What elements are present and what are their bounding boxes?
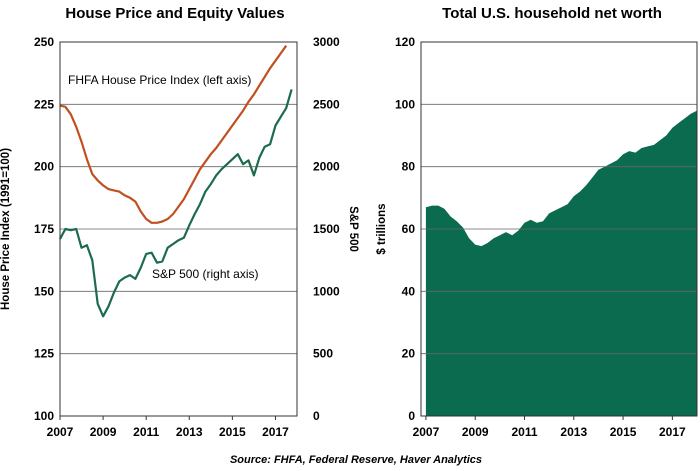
x-tick-label: 2007	[47, 425, 74, 439]
left-tick-label: 225	[34, 97, 54, 111]
right-tick-label: 0	[313, 409, 320, 423]
x-tick-label: 2017	[262, 425, 289, 439]
right-tick-label: 2000	[313, 160, 340, 174]
y-tick-label: 60	[402, 222, 416, 236]
house-equity-right-ticks: 0 500 1000 1500 2000 2500 3000	[313, 35, 340, 423]
house-price-axis-label: House Price Index (1991=100)	[0, 148, 12, 310]
house-equity-chart: House Price and Equity Values 1001251501…	[0, 5, 359, 439]
x-tick-label: 2017	[659, 425, 686, 439]
net-worth-axis-label: $ trillions	[376, 203, 388, 254]
x-tick-label: 2015	[610, 425, 637, 439]
house-price-series-label: FHFA House Price Index (left axis)	[68, 73, 251, 87]
right-tick-label: 500	[313, 347, 333, 361]
house-equity-chart-title: House Price and Equity Values	[65, 5, 284, 22]
net-worth-plot-frame	[420, 41, 698, 417]
right-tick-label: 1000	[313, 284, 340, 298]
x-tick-label: 2009	[90, 425, 117, 439]
left-tick-label: 150	[34, 284, 54, 298]
sp500-line	[59, 89, 293, 318]
left-tick-label: 100	[34, 409, 54, 423]
source-note: Source: FHFA, Federal Reserve, Haver Ana…	[230, 454, 482, 466]
house-equity-x-ticks: 2007 2009 2011 2013 2015 2017	[47, 416, 289, 439]
y-tick-label: 80	[402, 160, 416, 174]
y-tick-label: 40	[402, 284, 416, 298]
net-worth-chart: Total U.S. household net worth 0 20 40 60 80…	[376, 5, 698, 439]
sp500-axis-label: S&P 500	[347, 206, 359, 252]
y-tick-label: 0	[408, 409, 415, 423]
sp500-series-label: S&P 500 (right axis)	[152, 267, 259, 281]
house-equity-series	[59, 45, 293, 318]
net-worth-x-ticks: 2007 2009 2011 2013 2015 2017	[413, 416, 686, 439]
net-worth-y-ticks: 0 20 40 60 80 100 120	[395, 35, 415, 423]
x-tick-label: 2011	[133, 425, 159, 439]
x-tick-label: 2015	[219, 425, 246, 439]
net-worth-gridlines	[421, 103, 697, 355]
left-tick-label: 200	[34, 160, 54, 174]
net-worth-series	[425, 110, 697, 416]
left-tick-label: 250	[34, 35, 54, 49]
net-worth-chart-title: Total U.S. household net worth	[442, 5, 662, 22]
net-worth-area	[425, 110, 697, 416]
left-tick-label: 175	[34, 222, 54, 236]
x-tick-label: 2007	[413, 425, 440, 439]
house-price-line	[59, 45, 288, 224]
x-tick-label: 2011	[511, 425, 537, 439]
y-tick-label: 100	[395, 97, 415, 111]
house-equity-gridlines	[60, 103, 297, 355]
right-tick-label: 2500	[313, 97, 340, 111]
y-tick-label: 120	[395, 35, 415, 49]
x-tick-label: 2013	[176, 425, 203, 439]
x-tick-label: 2013	[560, 425, 587, 439]
y-tick-label: 20	[402, 347, 416, 361]
right-tick-label: 3000	[313, 35, 340, 49]
house-equity-plot-frame	[59, 41, 298, 417]
left-tick-label: 125	[34, 347, 54, 361]
house-equity-left-ticks: 100 125 150 175 200 225 250	[34, 35, 54, 423]
x-tick-label: 2009	[462, 425, 489, 439]
right-tick-label: 1500	[313, 222, 340, 236]
